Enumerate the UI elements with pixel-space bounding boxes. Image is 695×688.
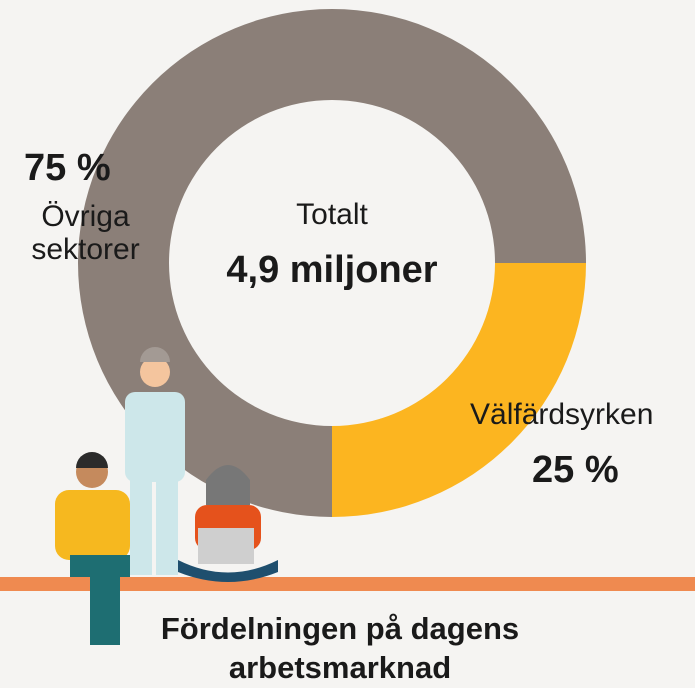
slice-value-label: 75 % bbox=[24, 148, 111, 190]
chart bbox=[0, 0, 695, 688]
page: 75 % Övriga sektorer Välfärdsyrken 25 % … bbox=[0, 0, 695, 688]
slice-value-label: 25 % bbox=[532, 450, 619, 492]
center-value: 4,9 miljoner bbox=[182, 250, 482, 292]
slice-label: Övriga sektorer bbox=[18, 200, 153, 266]
chart-title: Fördelningen på dagens arbetsmarknad bbox=[140, 610, 540, 688]
center-label: Totalt bbox=[232, 198, 432, 231]
slice-label: Välfärdsyrken bbox=[470, 398, 653, 431]
